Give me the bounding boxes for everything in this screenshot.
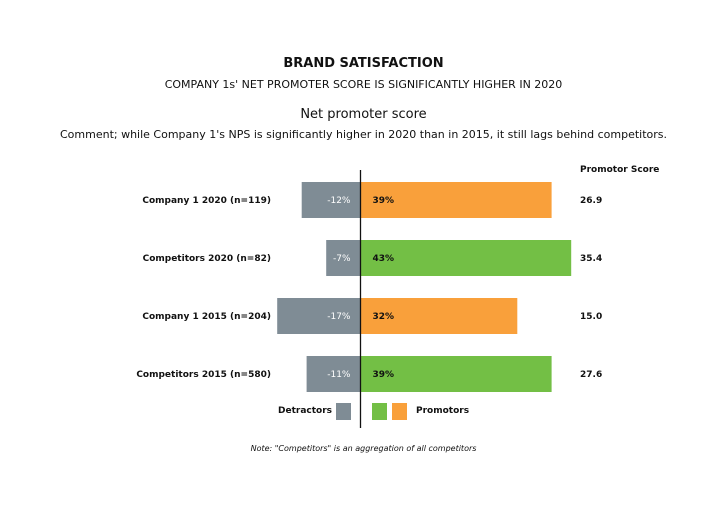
- detractor-bar: [326, 240, 361, 276]
- promotor-value-label: 43%: [373, 254, 395, 264]
- promotor-score-value: 15.0: [580, 312, 602, 322]
- category-label: Company 1 2015 (n=204): [142, 312, 271, 322]
- detractor-bar: [301, 182, 361, 218]
- promotor-bar: [360, 182, 552, 218]
- net-promoter-score-title: Net promoter score: [300, 107, 427, 122]
- promotor-score-value: 26.9: [580, 196, 602, 206]
- detractor-value-label: -11%: [327, 370, 351, 380]
- promotor-bar: [360, 356, 552, 392]
- promotor-bar: [360, 240, 572, 276]
- detractor-bar: [306, 356, 361, 392]
- comment-text: Comment; while Company 1's NPS is signif…: [59, 128, 667, 141]
- detractor-bar: [277, 298, 361, 334]
- legend-detractors-label: Detractors: [278, 406, 333, 416]
- promotor-value-label: 32%: [373, 312, 395, 322]
- promotor-bar: [360, 298, 518, 334]
- footnote: Note: "Competitors" is an aggregation of…: [250, 444, 477, 453]
- promotor-score-value: 35.4: [580, 254, 602, 264]
- promotor-value-label: 39%: [373, 196, 395, 206]
- promotor-score-value: 27.6: [580, 370, 602, 380]
- chart-title-heading: BRAND SATISFACTION: [283, 56, 444, 71]
- category-label: Competitors 2020 (n=82): [143, 254, 271, 264]
- legend-promotors-label: Promotors: [416, 406, 470, 416]
- detractor-value-label: -12%: [327, 196, 351, 206]
- category-label: Company 1 2020 (n=119): [142, 196, 271, 206]
- legend-promotors-competitor-swatch: [372, 403, 387, 420]
- legend-detractors-swatch: [336, 403, 351, 420]
- chart-subtitle: COMPANY 1s' NET PROMOTER SCORE IS SIGNIF…: [164, 78, 563, 91]
- promotor-score-header: Promotor Score: [580, 165, 660, 175]
- promotor-value-label: 39%: [373, 370, 395, 380]
- category-label: Competitors 2015 (n=580): [136, 370, 271, 380]
- detractor-value-label: -17%: [327, 312, 351, 322]
- legend-promotors-company-swatch: [392, 403, 407, 420]
- detractor-value-label: -7%: [333, 254, 351, 264]
